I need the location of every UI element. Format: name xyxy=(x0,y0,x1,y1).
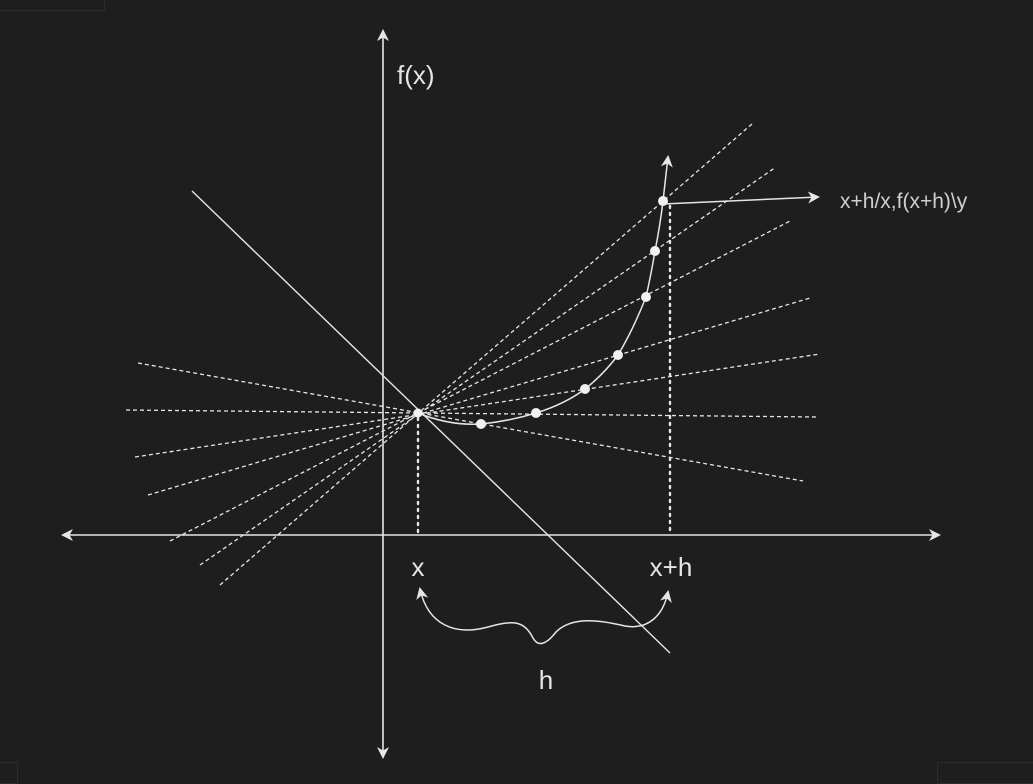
secant-lines xyxy=(125,123,821,586)
solid-line xyxy=(191,190,671,654)
curve-point xyxy=(531,408,541,418)
annotation-arrow xyxy=(662,191,820,205)
secant-line xyxy=(169,219,793,542)
secant-line xyxy=(199,166,777,566)
secant-line xyxy=(137,362,804,482)
y-axis-label: f(x) xyxy=(397,60,435,90)
drop-lines xyxy=(416,204,672,534)
point-x xyxy=(413,408,423,418)
x-plus-h-label: x+h xyxy=(650,552,693,582)
curve-point xyxy=(476,419,486,429)
secant-line xyxy=(125,409,817,418)
curve-point xyxy=(613,350,623,360)
curve-points xyxy=(413,196,668,429)
curve-point xyxy=(580,384,590,394)
secant-line xyxy=(147,297,811,496)
h-brace xyxy=(416,587,672,645)
h-label: h xyxy=(539,665,553,695)
curve-point xyxy=(641,292,651,302)
axes xyxy=(61,29,941,759)
secant-annotation-label: x+h/x,f(x+h)\y xyxy=(840,190,968,213)
x-label: x xyxy=(412,552,425,582)
curve-point xyxy=(650,246,660,256)
secant-line xyxy=(219,123,753,586)
secant-line xyxy=(134,353,821,458)
function-curve xyxy=(417,155,673,426)
